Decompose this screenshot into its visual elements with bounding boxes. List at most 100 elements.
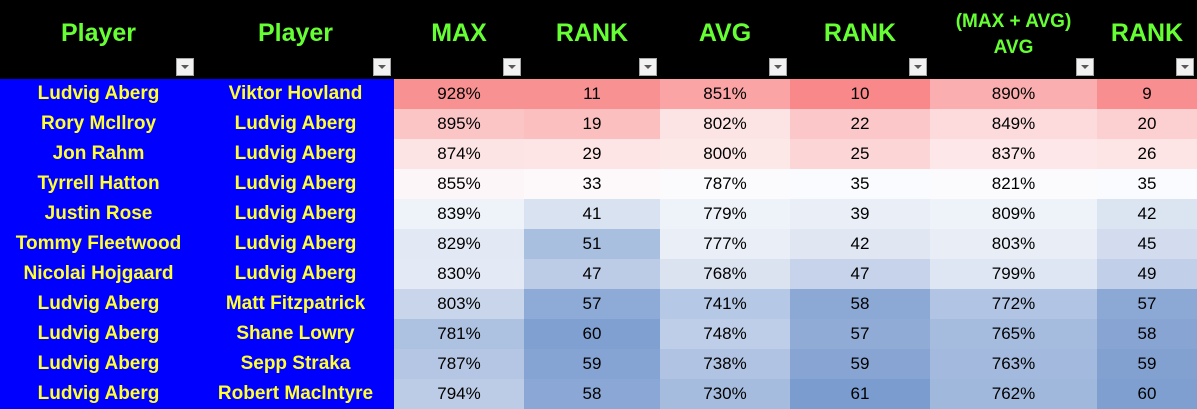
avg-cell[interactable]: 741%	[660, 289, 790, 319]
combo-cell[interactable]: 799%	[930, 259, 1097, 289]
combo-rank-cell[interactable]: 49	[1097, 259, 1197, 289]
player1-cell[interactable]: Ludvig Aberg	[0, 289, 197, 319]
max-rank-cell[interactable]: 58	[524, 379, 660, 409]
player1-cell[interactable]: Nicolai Hojgaard	[0, 259, 197, 289]
avg-rank-cell[interactable]: 58	[790, 289, 930, 319]
combo-cell[interactable]: 809%	[930, 199, 1097, 229]
combo-cell[interactable]: 772%	[930, 289, 1097, 319]
max-rank-cell[interactable]: 11	[524, 79, 660, 109]
max-rank-cell[interactable]: 51	[524, 229, 660, 259]
avg-rank-cell[interactable]: 59	[790, 349, 930, 379]
combo-rank-cell[interactable]: 26	[1097, 139, 1197, 169]
max-cell[interactable]: 928%	[394, 79, 524, 109]
max-cell[interactable]: 794%	[394, 379, 524, 409]
max-rank-cell[interactable]: 19	[524, 109, 660, 139]
player2-cell[interactable]: Sepp Straka	[197, 349, 394, 379]
player2-cell[interactable]: Ludvig Aberg	[197, 259, 394, 289]
avg-cell[interactable]: 802%	[660, 109, 790, 139]
combo-cell[interactable]: 762%	[930, 379, 1097, 409]
max-cell[interactable]: 839%	[394, 199, 524, 229]
header-label-line1: RANK	[823, 18, 897, 47]
filter-dropdown-button[interactable]	[909, 58, 927, 76]
avg-cell[interactable]: 800%	[660, 139, 790, 169]
filter-dropdown-button[interactable]	[639, 58, 657, 76]
avg-cell[interactable]: 748%	[660, 319, 790, 349]
header-label-line1: AVG	[698, 18, 752, 47]
combo-rank-cell[interactable]: 59	[1097, 349, 1197, 379]
max-rank-cell[interactable]: 47	[524, 259, 660, 289]
combo-rank-cell[interactable]: 57	[1097, 289, 1197, 319]
combo-cell[interactable]: 837%	[930, 139, 1097, 169]
avg-rank-cell[interactable]: 47	[790, 259, 930, 289]
avg-rank-cell[interactable]: 35	[790, 169, 930, 199]
player1-cell[interactable]: Ludvig Aberg	[0, 379, 197, 409]
avg-cell[interactable]: 851%	[660, 79, 790, 109]
combo-cell[interactable]: 890%	[930, 79, 1097, 109]
player1-cell[interactable]: Ludvig Aberg	[0, 319, 197, 349]
combo-cell[interactable]: 765%	[930, 319, 1097, 349]
avg-cell[interactable]: 777%	[660, 229, 790, 259]
combo-rank-cell[interactable]: 60	[1097, 379, 1197, 409]
combo-cell[interactable]: 821%	[930, 169, 1097, 199]
combo-rank-cell[interactable]: 20	[1097, 109, 1197, 139]
avg-rank-cell[interactable]: 61	[790, 379, 930, 409]
max-cell[interactable]: 787%	[394, 349, 524, 379]
filter-dropdown-button[interactable]	[1176, 58, 1194, 76]
max-rank-cell[interactable]: 41	[524, 199, 660, 229]
max-rank-cell[interactable]: 59	[524, 349, 660, 379]
header-max: MAX	[394, 0, 524, 79]
player1-cell[interactable]: Rory McIlroy	[0, 109, 197, 139]
player1-cell[interactable]: Tommy Fleetwood	[0, 229, 197, 259]
combo-cell[interactable]: 849%	[930, 109, 1097, 139]
filter-dropdown-button[interactable]	[176, 58, 194, 76]
player2-cell[interactable]: Shane Lowry	[197, 319, 394, 349]
player1-cell[interactable]: Jon Rahm	[0, 139, 197, 169]
avg-cell[interactable]: 768%	[660, 259, 790, 289]
max-rank-cell[interactable]: 57	[524, 289, 660, 319]
combo-rank-cell[interactable]: 58	[1097, 319, 1197, 349]
combo-cell[interactable]: 763%	[930, 349, 1097, 379]
player1-cell[interactable]: Ludvig Aberg	[0, 349, 197, 379]
filter-dropdown-button[interactable]	[503, 58, 521, 76]
player2-cell[interactable]: Viktor Hovland	[197, 79, 394, 109]
player2-cell[interactable]: Ludvig Aberg	[197, 199, 394, 229]
header-player-2: Player	[197, 0, 394, 79]
avg-cell[interactable]: 779%	[660, 199, 790, 229]
max-cell[interactable]: 830%	[394, 259, 524, 289]
avg-rank-cell[interactable]: 39	[790, 199, 930, 229]
avg-cell[interactable]: 730%	[660, 379, 790, 409]
filter-dropdown-button[interactable]	[769, 58, 787, 76]
max-cell[interactable]: 895%	[394, 109, 524, 139]
avg-rank-cell[interactable]: 10	[790, 79, 930, 109]
avg-cell[interactable]: 787%	[660, 169, 790, 199]
combo-rank-cell[interactable]: 9	[1097, 79, 1197, 109]
combo-rank-cell[interactable]: 45	[1097, 229, 1197, 259]
combo-rank-cell[interactable]: 35	[1097, 169, 1197, 199]
avg-rank-cell[interactable]: 25	[790, 139, 930, 169]
max-cell[interactable]: 855%	[394, 169, 524, 199]
player1-cell[interactable]: Tyrrell Hatton	[0, 169, 197, 199]
player2-cell[interactable]: Ludvig Aberg	[197, 229, 394, 259]
max-cell[interactable]: 829%	[394, 229, 524, 259]
avg-cell[interactable]: 738%	[660, 349, 790, 379]
player1-cell[interactable]: Justin Rose	[0, 199, 197, 229]
max-rank-cell[interactable]: 60	[524, 319, 660, 349]
player2-cell[interactable]: Ludvig Aberg	[197, 139, 394, 169]
avg-rank-cell[interactable]: 57	[790, 319, 930, 349]
filter-dropdown-button[interactable]	[373, 58, 391, 76]
combo-cell[interactable]: 803%	[930, 229, 1097, 259]
combo-rank-cell[interactable]: 42	[1097, 199, 1197, 229]
player2-cell[interactable]: Matt Fitzpatrick	[197, 289, 394, 319]
max-cell[interactable]: 803%	[394, 289, 524, 319]
player2-cell[interactable]: Robert MacIntyre	[197, 379, 394, 409]
avg-rank-cell[interactable]: 42	[790, 229, 930, 259]
max-rank-cell[interactable]: 29	[524, 139, 660, 169]
player2-cell[interactable]: Ludvig Aberg	[197, 109, 394, 139]
max-rank-cell[interactable]: 33	[524, 169, 660, 199]
max-cell[interactable]: 874%	[394, 139, 524, 169]
filter-dropdown-button[interactable]	[1076, 58, 1094, 76]
player1-cell[interactable]: Ludvig Aberg	[0, 79, 197, 109]
avg-rank-cell[interactable]: 22	[790, 109, 930, 139]
max-cell[interactable]: 781%	[394, 319, 524, 349]
player2-cell[interactable]: Ludvig Aberg	[197, 169, 394, 199]
